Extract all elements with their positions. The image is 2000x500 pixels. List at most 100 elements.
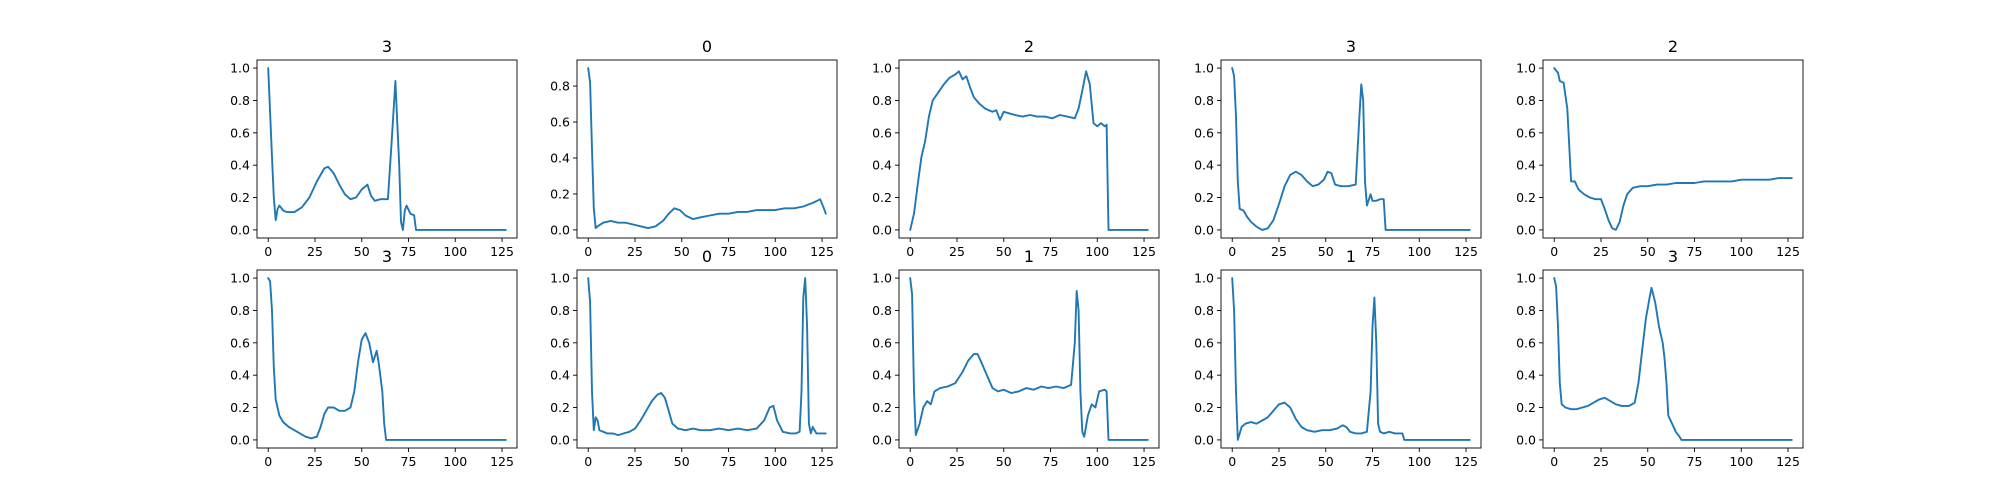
x-tick-label: 25 [949, 454, 965, 469]
y-tick-label: 0.4 [1194, 368, 1214, 383]
y-tick-label: 0.0 [230, 432, 250, 447]
y-tick-label: 0.6 [1194, 335, 1214, 350]
axes-frame [256, 269, 518, 449]
x-tick-label: 100 [443, 244, 467, 259]
y-tick-label: 0.4 [872, 368, 892, 383]
x-tick-label: 0 [1228, 454, 1236, 469]
x-tick-label: 100 [1729, 454, 1753, 469]
series-line [1231, 67, 1471, 231]
series-line [267, 277, 507, 441]
x-tick-label: 75 [1043, 244, 1059, 259]
x-tick-label: 125 [810, 244, 834, 259]
x-tick-label: 100 [1085, 454, 1109, 469]
subplot-title: 2 [1668, 37, 1678, 56]
x-tick-label: 50 [354, 244, 370, 259]
axes-frame [1542, 269, 1804, 449]
axes-frame [1542, 59, 1804, 239]
y-tick-label: 0.2 [1516, 190, 1536, 205]
y-tick-label: 0.0 [1516, 222, 1536, 237]
y-tick-label: 0.4 [230, 158, 250, 173]
x-tick-label: 75 [1043, 454, 1059, 469]
y-tick-label: 0.4 [872, 158, 892, 173]
subplot-3: 2 0 25 50 75 100 125 0.0 0.2 0.4 0.6 0.8 1.0 [872, 37, 1160, 259]
x-tick-label: 50 [996, 244, 1012, 259]
y-tick-label: 0.0 [550, 222, 570, 237]
x-tick-label: 125 [1132, 244, 1156, 259]
y-tick-label: 0.0 [1194, 432, 1214, 447]
y-tick-label: 0.6 [872, 125, 892, 140]
y-tick-label: 1.0 [550, 271, 570, 286]
x-tick-label: 0 [1550, 454, 1558, 469]
y-tick-label: 0.6 [550, 115, 570, 130]
y-tick-label: 0.2 [230, 190, 250, 205]
y-tick-label: 0.2 [1194, 190, 1214, 205]
y-tick-label: 0.2 [1516, 400, 1536, 415]
subplot-10: 3 0 25 50 75 100 125 0.0 0.2 0.4 0.6 0.8 1.0 [1516, 247, 1804, 469]
y-tick-label: 1.0 [1194, 61, 1214, 76]
x-tick-label: 50 [354, 454, 370, 469]
axes-frame [256, 59, 518, 239]
x-tick-label: 0 [264, 244, 272, 259]
x-tick-label: 25 [627, 454, 643, 469]
x-tick-label: 100 [763, 454, 787, 469]
x-tick-label: 125 [490, 244, 514, 259]
x-tick-label: 0 [264, 454, 272, 469]
x-tick-label: 25 [1271, 454, 1287, 469]
subplot-8: 1 0 25 50 75 100 125 0.0 0.2 0.4 0.6 0.8 1.0 [872, 247, 1160, 469]
series-line [909, 277, 1149, 441]
x-tick-label: 100 [1085, 244, 1109, 259]
y-tick-label: 0.6 [550, 335, 570, 350]
axes-frame [898, 269, 1160, 449]
subplot-title: 1 [1024, 247, 1034, 266]
x-tick-label: 75 [721, 244, 737, 259]
y-tick-label: 0.4 [550, 150, 570, 165]
x-tick-label: 25 [307, 454, 323, 469]
x-tick-label: 50 [1318, 454, 1334, 469]
series-line [1231, 277, 1471, 441]
x-tick-label: 125 [1454, 244, 1478, 259]
y-tick-label: 0.0 [1516, 432, 1536, 447]
y-tick-label: 0.8 [550, 79, 570, 94]
y-tick-label: 0.4 [1516, 368, 1536, 383]
x-tick-label: 50 [1640, 454, 1656, 469]
subplot-title: 3 [382, 247, 392, 266]
x-tick-label: 100 [763, 244, 787, 259]
y-tick-label: 1.0 [872, 271, 892, 286]
subplot-1: 3 0 25 50 75 100 125 0.0 0.2 0.4 0.6 0.8 1.0 [230, 37, 518, 259]
y-tick-label: 0.0 [872, 432, 892, 447]
x-tick-label: 125 [1132, 454, 1156, 469]
axes-frame [576, 269, 838, 449]
y-tick-label: 0.8 [1516, 93, 1536, 108]
y-tick-label: 0.8 [1516, 303, 1536, 318]
x-tick-label: 50 [1318, 244, 1334, 259]
subplot-9: 1 0 25 50 75 100 125 0.0 0.2 0.4 0.6 0.8 1.0 [1194, 247, 1482, 469]
y-tick-label: 1.0 [1194, 271, 1214, 286]
y-tick-label: 0.2 [550, 400, 570, 415]
x-tick-label: 0 [906, 454, 914, 469]
y-tick-label: 0.2 [1194, 400, 1214, 415]
x-tick-label: 75 [721, 454, 737, 469]
x-tick-label: 0 [906, 244, 914, 259]
series-line [1553, 67, 1793, 231]
y-tick-label: 0.4 [230, 368, 250, 383]
y-tick-label: 0.6 [230, 125, 250, 140]
subplot-7: 0 0 25 50 75 100 125 0.0 0.2 0.4 0.6 0.8 1.0 [550, 247, 838, 469]
subplot-title: 3 [382, 37, 392, 56]
x-tick-label: 25 [1593, 454, 1609, 469]
subplot-title: 3 [1668, 247, 1678, 266]
series-line [587, 67, 827, 230]
series-line [909, 70, 1149, 231]
y-tick-label: 0.2 [872, 400, 892, 415]
x-tick-label: 75 [1687, 244, 1703, 259]
series-line [267, 67, 507, 231]
y-tick-label: 0.0 [1194, 222, 1214, 237]
y-tick-label: 0.4 [1516, 158, 1536, 173]
x-tick-label: 50 [996, 454, 1012, 469]
x-tick-label: 75 [1365, 454, 1381, 469]
x-tick-label: 100 [1407, 454, 1431, 469]
y-tick-label: 0.2 [550, 186, 570, 201]
y-tick-label: 0.6 [1194, 125, 1214, 140]
subplot-4: 3 0 25 50 75 100 125 0.0 0.2 0.4 0.6 0.8 1.0 [1194, 37, 1482, 259]
x-tick-label: 50 [1640, 244, 1656, 259]
x-tick-label: 0 [584, 244, 592, 259]
